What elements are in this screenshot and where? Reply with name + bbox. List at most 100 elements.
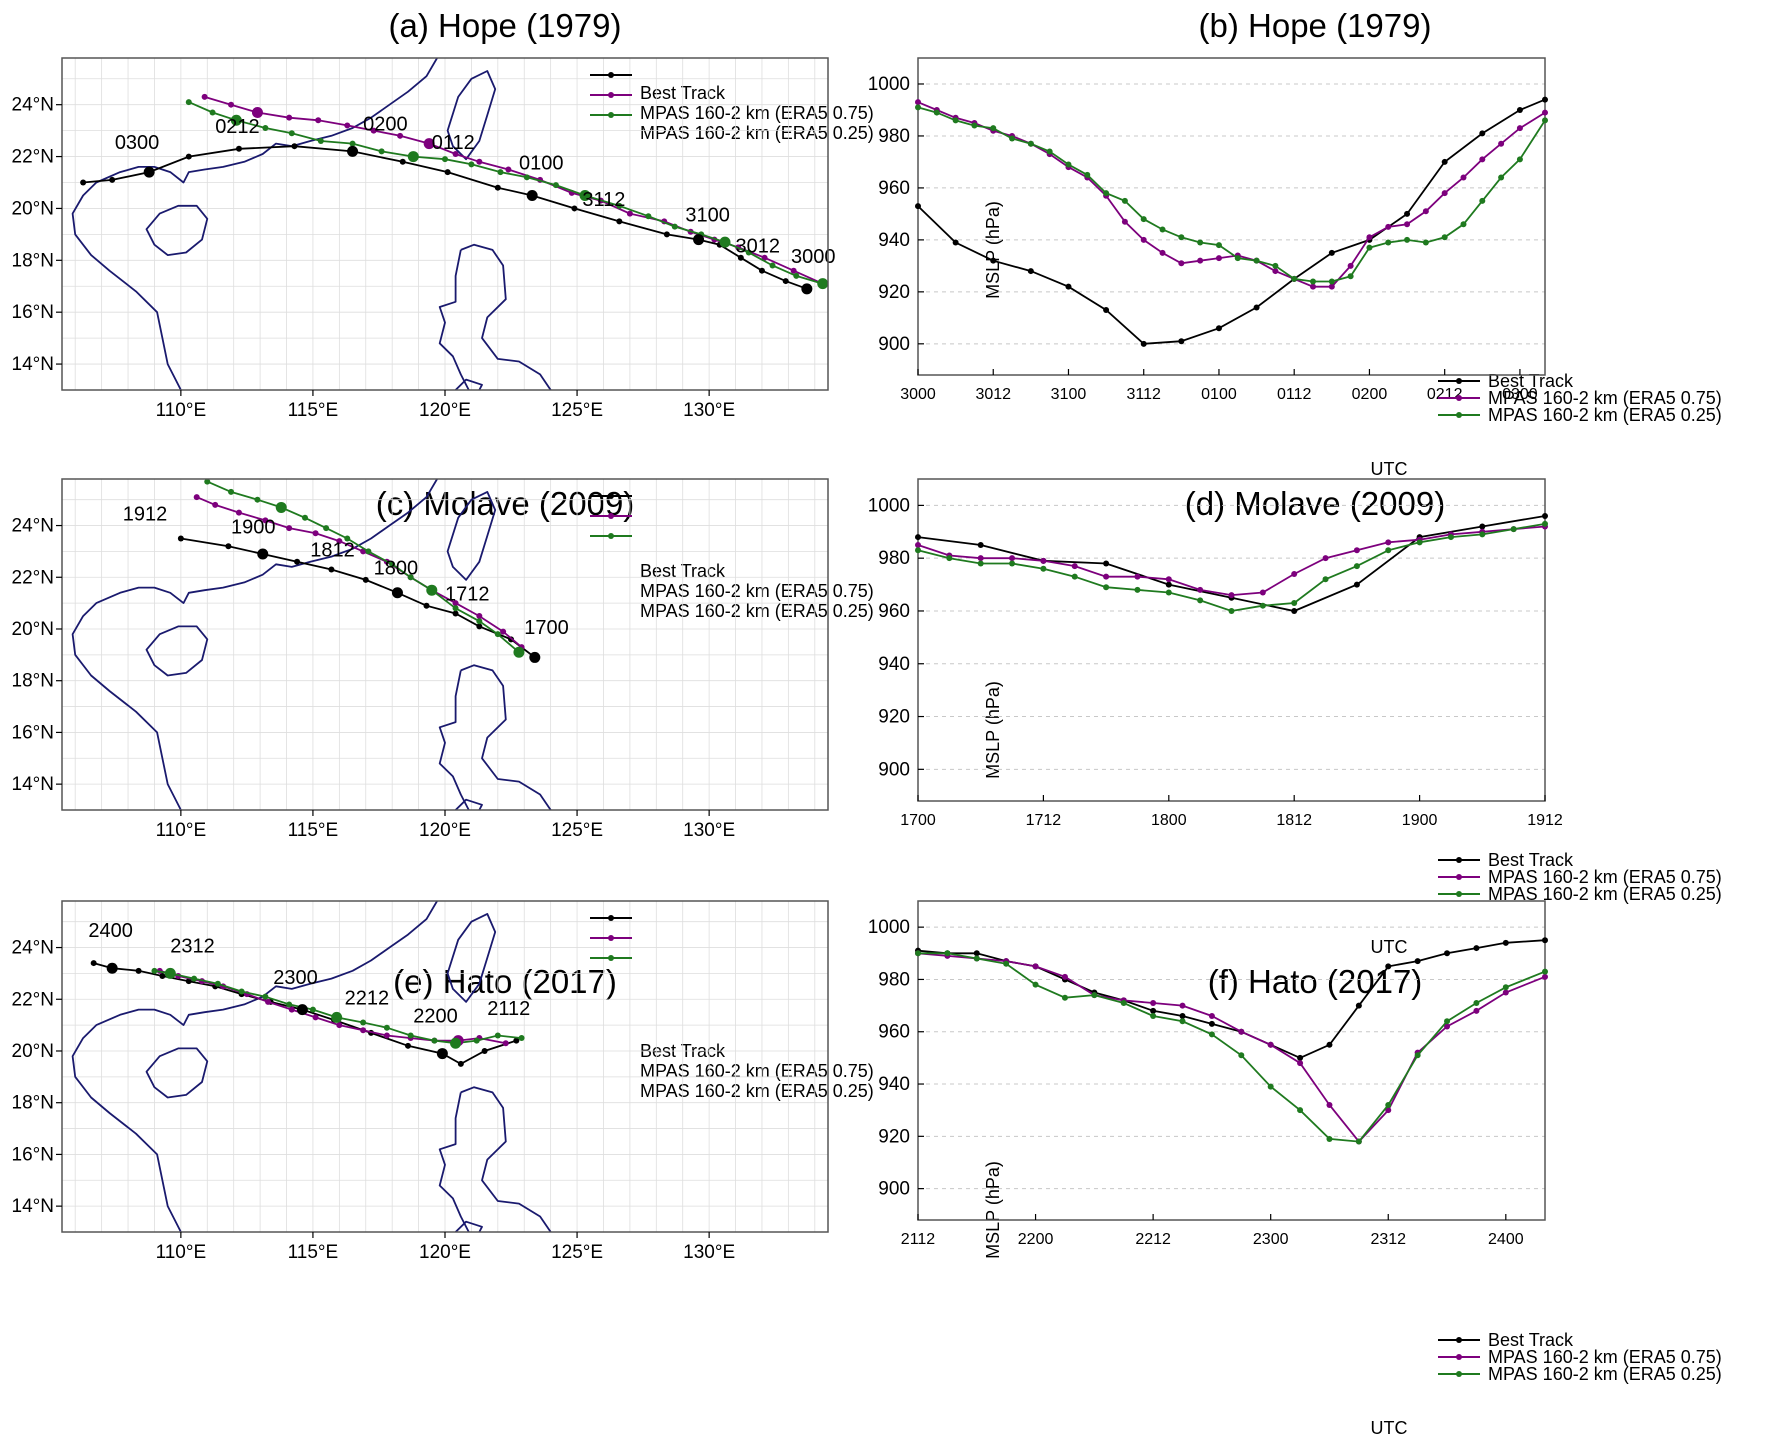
y-tick-label: 920 — [878, 1126, 910, 1147]
legend-mpas-075-label: MPAS 160-2 km (ERA5 0.75) — [1488, 388, 1722, 408]
time-label: 1700 — [524, 617, 569, 639]
legend-marker-best-track — [608, 493, 614, 499]
x-tick-label: 1800 — [1151, 812, 1187, 829]
series-point-mpas-075 — [1353, 547, 1360, 554]
series-point-mpas-075 — [1159, 249, 1166, 256]
series-point-best-track — [1326, 1041, 1333, 1048]
x-tick-label: 110°E — [156, 1242, 207, 1263]
time-label: 0200 — [363, 114, 408, 136]
series-point-mpas-075 — [1310, 283, 1317, 290]
track-point-mpas-025 — [407, 574, 414, 581]
series-point-best-track — [1502, 939, 1509, 946]
track-point-best-track — [225, 543, 232, 550]
track-major-point-mpas-025 — [331, 1011, 343, 1023]
track-point-best-track — [328, 566, 335, 573]
track-major-point-best-track — [143, 166, 155, 178]
track-point-mpas-025 — [323, 525, 330, 532]
series-point-mpas-075 — [1542, 109, 1548, 116]
series-point-mpas-025 — [915, 547, 921, 554]
panel-e-legend: Best Track MPAS 160-2 km (ERA5 0.75) MPA… — [640, 1041, 874, 1101]
series-point-mpas-025 — [1447, 534, 1454, 541]
series-point-mpas-075 — [1385, 223, 1392, 230]
track-major-point-mpas-025 — [579, 189, 591, 201]
series-point-mpas-025 — [1009, 560, 1016, 567]
track-point-mpas-075 — [286, 525, 293, 532]
track-point-mpas-025 — [344, 535, 351, 542]
track-point-mpas-025 — [238, 988, 245, 995]
track-major-point-mpas-025 — [719, 236, 731, 248]
series-point-best-track — [1103, 307, 1110, 314]
legend-marker-best-track — [608, 915, 614, 921]
x-tick-label: 2112 — [901, 1231, 936, 1248]
track-point-mpas-075 — [500, 628, 507, 635]
series-point-best-track — [1140, 340, 1147, 347]
legend-marker-mpas-075 — [608, 513, 614, 519]
series-point-mpas-025 — [1322, 576, 1329, 583]
plot-frame — [917, 900, 1546, 1221]
series-point-best-track — [1479, 523, 1486, 530]
track-point-mpas-075 — [397, 132, 404, 139]
series-point-mpas-025 — [1178, 234, 1185, 241]
time-label: 0100 — [519, 153, 564, 175]
x-tick-label: 130°E — [683, 1242, 735, 1263]
series-point-mpas-025 — [1150, 1013, 1157, 1020]
y-tick-label: 24°N — [12, 516, 54, 537]
track-point-mpas-075 — [790, 267, 797, 274]
track-point-mpas-025 — [793, 272, 800, 279]
series-line-best-track — [917, 98, 1546, 345]
time-label: 2212 — [345, 987, 390, 1009]
track-major-point-mpas-025 — [426, 584, 438, 596]
series-point-mpas-025 — [1291, 600, 1298, 607]
track-major-point-best-track — [436, 1048, 448, 1060]
panel-b-ylabel: MSLP (hPa) — [983, 201, 1003, 299]
legend-marker-mpas-025 — [1456, 1371, 1462, 1377]
x-tick-label: 115°E — [288, 400, 339, 421]
x-tick-label: 2312 — [1370, 1231, 1406, 1248]
panel-d-xlabel: UTC — [1371, 937, 1408, 957]
mainland-coastline — [71, 479, 438, 810]
legend-marker-mpas-025 — [608, 955, 614, 961]
track-major-point-best-track — [391, 587, 403, 599]
series-point-mpas-025 — [1498, 174, 1505, 181]
track-point-best-track — [405, 1042, 412, 1049]
track-point-mpas-025 — [286, 1001, 293, 1008]
series-point-mpas-025 — [973, 955, 980, 962]
track-major-point-mpas-025 — [275, 501, 287, 513]
series-point-mpas-025 — [1046, 148, 1053, 155]
time-label: 1800 — [374, 558, 419, 580]
series-point-mpas-075 — [977, 555, 984, 562]
series-point-mpas-075 — [1103, 573, 1110, 580]
series-point-mpas-025 — [1140, 216, 1147, 223]
x-tick-label: 120°E — [419, 400, 471, 421]
y-tick-label: 18°N — [12, 1093, 54, 1114]
series-point-best-track — [1404, 210, 1411, 217]
y-tick-label: 1000 — [868, 495, 910, 516]
y-tick-label: 24°N — [12, 95, 54, 116]
track-point-mpas-025 — [151, 967, 158, 974]
series-point-mpas-025 — [1027, 140, 1034, 147]
x-tick-label: 0112 — [1277, 386, 1312, 403]
series-point-best-track — [1328, 249, 1335, 256]
track-point-best-track — [452, 610, 459, 617]
series-point-mpas-025 — [990, 125, 997, 132]
track-point-mpas-025 — [452, 605, 459, 612]
panel-f-xlabel: UTC — [1371, 1418, 1408, 1438]
track-point-mpas-025 — [745, 249, 752, 256]
y-tick-label: 22°N — [12, 567, 54, 588]
track-point-mpas-025 — [671, 223, 678, 230]
legend-marker-mpas-025 — [608, 112, 614, 118]
track-point-mpas-075 — [262, 517, 269, 524]
track-point-best-track — [494, 184, 501, 191]
track-point-best-track — [177, 535, 184, 542]
series-point-best-track — [1542, 512, 1548, 519]
series-point-mpas-025 — [971, 122, 978, 129]
series-point-best-track — [1441, 158, 1448, 165]
x-tick-label: 1712 — [1026, 812, 1062, 829]
track-point-mpas-025 — [317, 138, 324, 144]
track-point-mpas-025 — [262, 993, 269, 1000]
series-point-best-track — [1208, 1020, 1215, 1027]
series-point-mpas-075 — [1238, 1028, 1245, 1035]
series-point-mpas-025 — [1414, 1052, 1421, 1059]
track-point-mpas-025 — [616, 202, 623, 209]
